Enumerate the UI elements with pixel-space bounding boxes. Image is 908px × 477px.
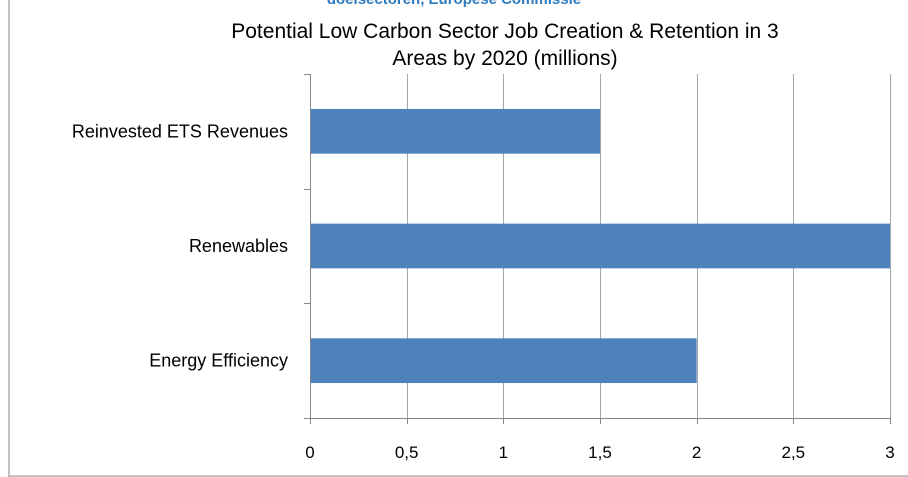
x-tick-label-6: 3 (885, 443, 894, 462)
x-tick-label-0: 0 (305, 443, 314, 462)
x-tick-label-4: 2 (692, 443, 701, 462)
bar-2 (310, 338, 697, 384)
chart-title: Potential Low Carbon Sector Job Creation… (150, 18, 860, 72)
x-tick-label-3: 1,5 (588, 443, 612, 462)
category-label-2: Energy Efficiency (149, 351, 288, 371)
chart-title-line-2: Areas by 2020 (millions) (392, 47, 618, 70)
chart-title-line-1: Potential Low Carbon Sector Job Creation… (231, 20, 779, 43)
x-tick-label-5: 2,5 (782, 443, 806, 462)
x-tick-label-1: 0,5 (395, 443, 419, 462)
category-label-1: Renewables (189, 236, 288, 256)
x-tick-label-2: 1 (499, 443, 508, 462)
bar-0 (310, 108, 600, 154)
category-label-0: Reinvested ETS Revenues (72, 121, 288, 141)
bar-1 (310, 223, 890, 269)
source-caption: doelsectoren, Europese Commissie (0, 0, 908, 8)
